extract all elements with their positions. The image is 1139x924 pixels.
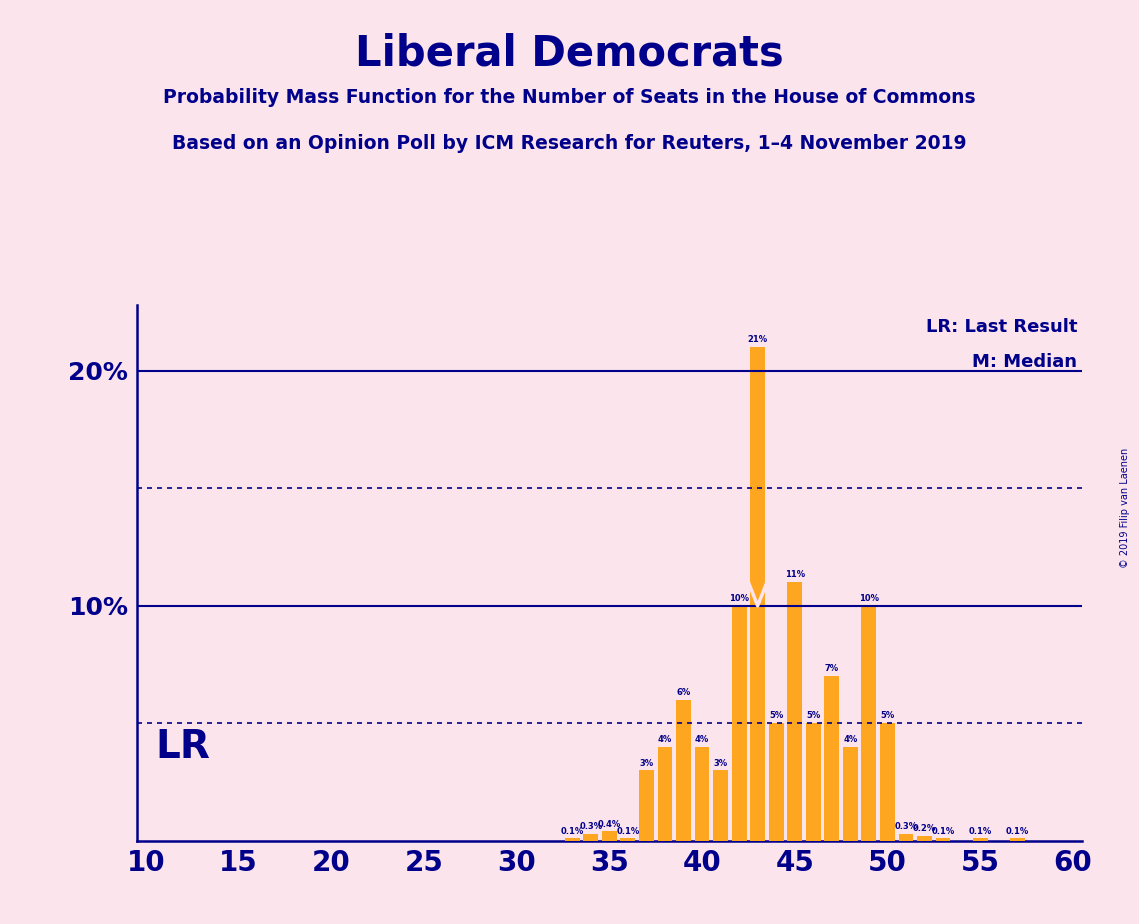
Text: Probability Mass Function for the Number of Seats in the House of Commons: Probability Mass Function for the Number…: [163, 88, 976, 107]
Text: Liberal Democrats: Liberal Democrats: [355, 32, 784, 74]
Bar: [806, 723, 821, 841]
Bar: [861, 606, 876, 841]
Text: 0.1%: 0.1%: [1006, 827, 1029, 835]
Text: 5%: 5%: [880, 711, 894, 721]
Text: 6%: 6%: [677, 688, 690, 697]
Text: 10%: 10%: [729, 594, 749, 603]
Text: LR: LR: [155, 728, 210, 766]
Bar: [751, 347, 765, 841]
Text: 0.1%: 0.1%: [968, 827, 992, 835]
Bar: [843, 747, 858, 841]
Bar: [713, 771, 728, 841]
Bar: [825, 676, 839, 841]
Text: 21%: 21%: [747, 335, 768, 345]
Bar: [917, 836, 932, 841]
Text: 10%: 10%: [859, 594, 879, 603]
Bar: [657, 747, 672, 841]
Bar: [583, 833, 598, 841]
Text: 4%: 4%: [695, 735, 710, 744]
Text: © 2019 Filip van Laenen: © 2019 Filip van Laenen: [1120, 448, 1130, 568]
Bar: [731, 606, 746, 841]
Text: 0.3%: 0.3%: [894, 822, 918, 831]
Bar: [621, 838, 636, 841]
Text: M: Median: M: Median: [973, 353, 1077, 371]
Text: 0.3%: 0.3%: [580, 822, 603, 831]
Text: 5%: 5%: [806, 711, 820, 721]
Text: 3%: 3%: [713, 759, 728, 768]
Text: 0.1%: 0.1%: [616, 827, 639, 835]
Bar: [935, 838, 950, 841]
Text: 0.4%: 0.4%: [598, 820, 621, 829]
Bar: [695, 747, 710, 841]
Text: 0.1%: 0.1%: [560, 827, 584, 835]
Text: 11%: 11%: [785, 570, 805, 579]
Bar: [1010, 838, 1025, 841]
Text: 3%: 3%: [639, 759, 654, 768]
Bar: [677, 699, 691, 841]
Bar: [973, 838, 988, 841]
Text: Based on an Opinion Poll by ICM Research for Reuters, 1–4 November 2019: Based on an Opinion Poll by ICM Research…: [172, 134, 967, 153]
Text: 7%: 7%: [825, 664, 838, 674]
Bar: [787, 582, 802, 841]
Bar: [565, 838, 580, 841]
Text: 4%: 4%: [658, 735, 672, 744]
Text: 0.2%: 0.2%: [912, 824, 936, 833]
Bar: [639, 771, 654, 841]
Text: 5%: 5%: [769, 711, 784, 721]
Bar: [880, 723, 895, 841]
Bar: [601, 832, 617, 841]
Text: 0.1%: 0.1%: [932, 827, 954, 835]
Text: LR: Last Result: LR: Last Result: [926, 319, 1077, 336]
Bar: [769, 723, 784, 841]
Text: 4%: 4%: [843, 735, 858, 744]
Bar: [899, 833, 913, 841]
